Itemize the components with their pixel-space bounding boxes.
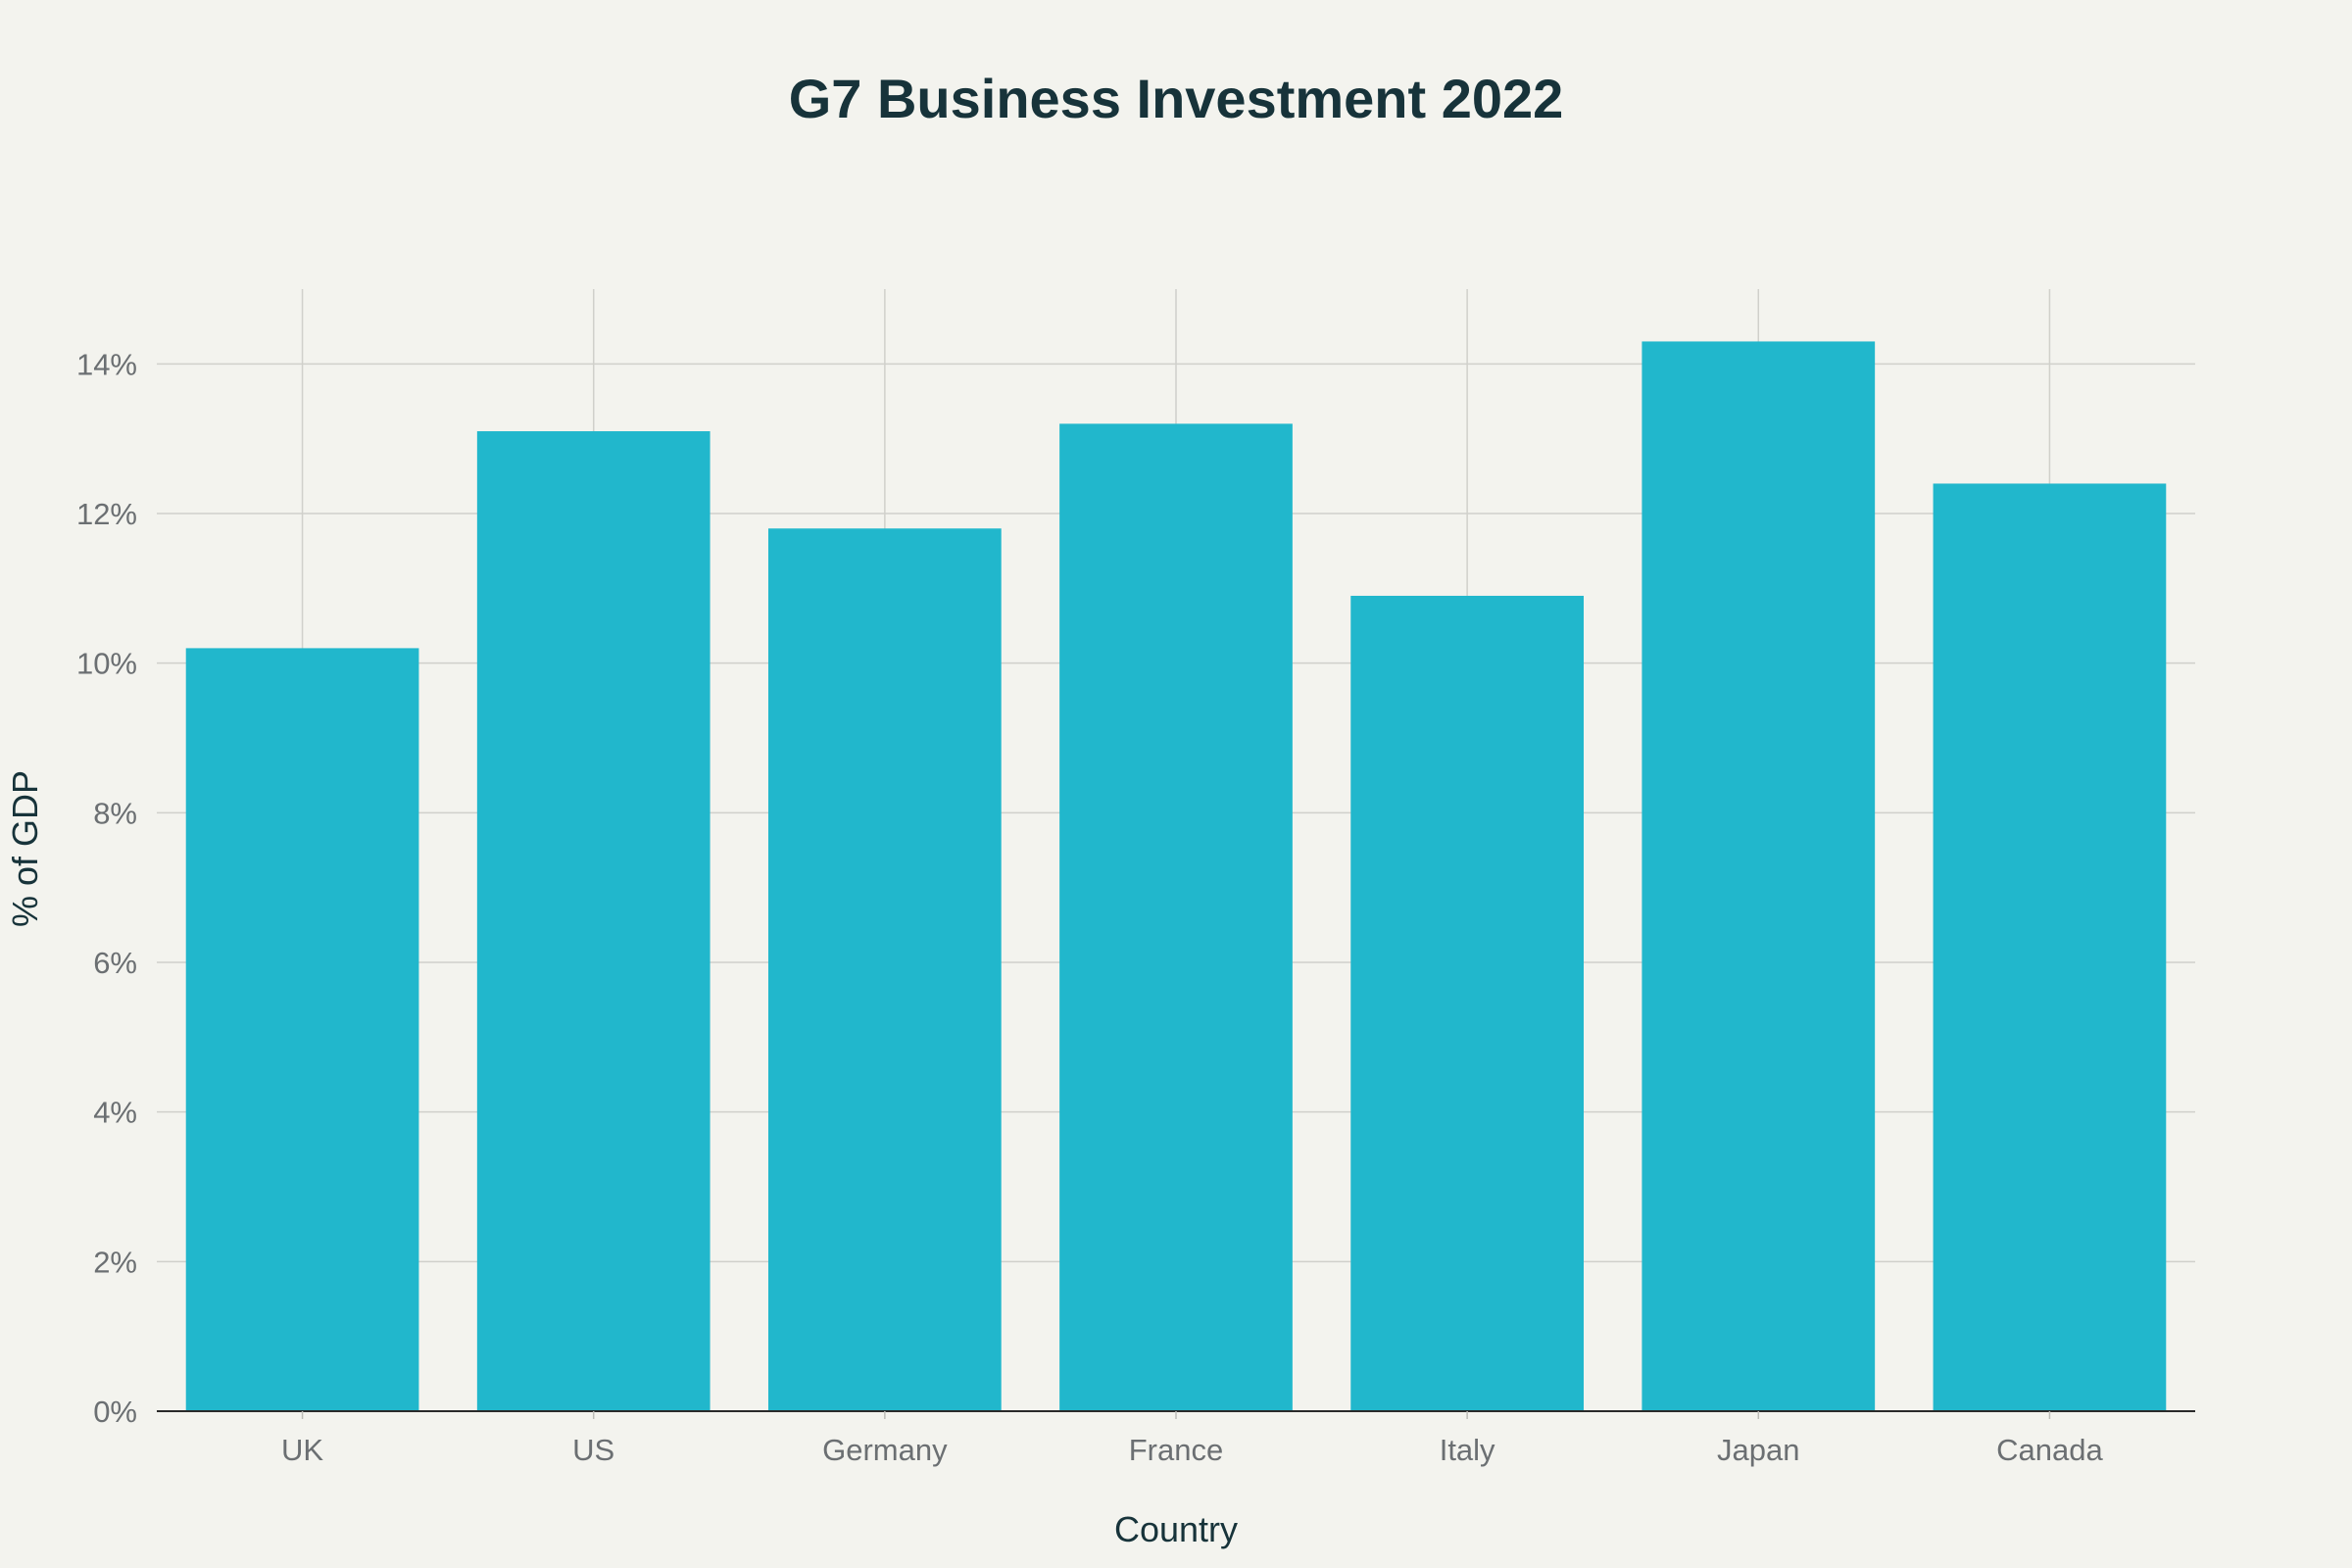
x-tick-label: Japan [1717,1433,1799,1467]
bar-uk [185,648,419,1411]
y-axis-title: % of GDP [5,770,45,927]
y-tick-label: 6% [93,946,137,980]
axes-layer [157,1410,2195,1419]
x-axis-title: Country [1114,1509,1238,1549]
labels-layer: 0% 2% 4% 6% 8% 10% 12% 14% UK US Germany France Ital… [76,347,2104,1467]
x-tick-label: UK [281,1433,323,1467]
bar-canada [1933,483,2167,1411]
bar-japan [1642,341,1876,1411]
bar-france [1059,423,1293,1411]
x-tick-label: Canada [1996,1433,2103,1467]
bar-us [476,431,710,1411]
bars-layer [185,341,2167,1411]
chart-title: G7 Business Investment 2022 [789,68,1564,129]
y-tick-label: 0% [93,1395,137,1429]
x-tick-label: France [1129,1433,1223,1467]
y-tick-label: 4% [93,1096,137,1130]
x-tick-label: US [572,1433,614,1467]
x-tick-label: Germany [822,1433,948,1467]
bar-germany [768,528,1002,1411]
y-tick-label: 8% [93,796,137,830]
y-tick-label: 12% [76,497,137,531]
bar-italy [1350,595,1584,1411]
y-tick-label: 14% [76,347,137,381]
y-tick-label: 2% [93,1245,137,1279]
x-tick-label: Italy [1440,1433,1495,1467]
y-tick-label: 10% [76,647,137,681]
